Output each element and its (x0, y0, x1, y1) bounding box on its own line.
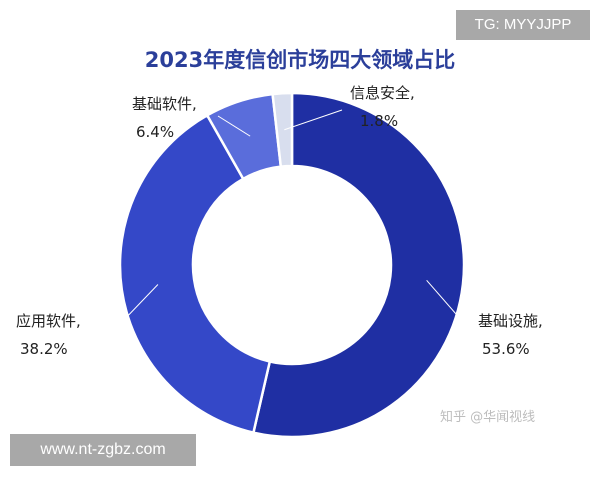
leader-lines (121, 109, 471, 331)
watermark-text: 知乎 @华闻视线 (440, 410, 536, 425)
slice-label: 应用软件, (16, 312, 81, 330)
donut-slice (118, 113, 272, 435)
leader-line (121, 284, 159, 323)
leader-line (426, 279, 471, 331)
url-badge: www.nt-zgbz.com (10, 434, 196, 466)
slice-value-label: 1.8% (360, 112, 398, 130)
donut-slice (271, 91, 294, 169)
slice-value-label: 53.6% (482, 340, 530, 358)
chart-title: 2023年度信创市场四大领域占比 (144, 48, 456, 72)
leader-line (217, 115, 251, 137)
tg-badge: TG: MYYJJPP (456, 10, 590, 40)
slice-value-label: 6.4% (136, 123, 174, 141)
slice-label: 信息安全, (350, 84, 415, 102)
slice-value-label: 38.2% (20, 340, 68, 358)
slice-label: 基础软件, (132, 95, 197, 113)
slice-labels: 基础设施, 53.6% 应用软件, 38.2% 基础软件, 6.4% 信息安全, 1.8% (16, 84, 543, 358)
donut-slice (251, 91, 466, 439)
slice-label: 基础设施, (478, 312, 543, 330)
donut-slices (118, 91, 466, 439)
leader-line (284, 109, 343, 131)
